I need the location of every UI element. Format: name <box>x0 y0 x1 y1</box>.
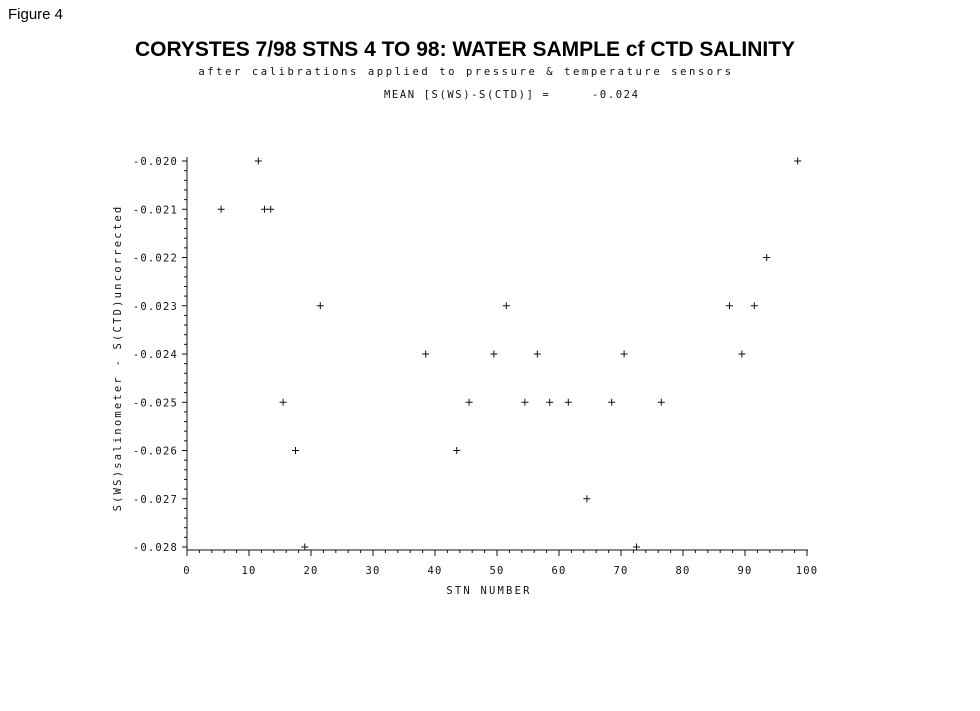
chart-title: CORYSTES 7/98 STNS 4 TO 98: WATER SAMPLE… <box>134 38 796 61</box>
data-point <box>794 157 802 165</box>
data-point <box>502 302 510 310</box>
data-point <box>453 447 461 454</box>
x-tick-label: 70 <box>613 565 628 577</box>
x-tick-label: 90 <box>737 565 752 577</box>
data-point <box>583 495 591 503</box>
data-point <box>261 205 268 213</box>
y-axis-label: S(WS)salinometer - S(CTD)uncorrected <box>112 205 124 512</box>
data-point <box>763 254 771 261</box>
y-tick-label: -0.025 <box>133 397 178 409</box>
data-point <box>726 302 733 310</box>
data-point <box>533 350 541 358</box>
axes <box>186 157 808 551</box>
data-point <box>608 398 616 406</box>
chart-subtitle: after calibrations applied to pressure &… <box>198 66 734 78</box>
y-tick-label: -0.020 <box>133 156 178 168</box>
x-tick-label: 60 <box>551 565 566 577</box>
y-tick-label: -0.021 <box>133 204 178 216</box>
x-axis-ticks: 0 10 20 30 40 50 60 70 80 90 100 <box>183 550 819 577</box>
data-point <box>738 350 746 358</box>
mean-annotation-value: -0.024 <box>592 89 640 101</box>
data-point <box>521 398 529 406</box>
x-axis-label: STN NUMBER <box>446 585 531 597</box>
y-tick-label: -0.026 <box>133 446 178 458</box>
data-point <box>422 350 430 358</box>
data-point <box>279 398 287 406</box>
y-tick-label: -0.022 <box>133 253 178 265</box>
data-points <box>217 157 802 551</box>
y-axis-ticks: -0.020 -0.021 -0.022 -0.023 -0.024 -0.025 -0.0… <box>133 156 187 554</box>
data-point <box>750 302 758 310</box>
mean-annotation-label: MEAN [S(WS)-S(CTD)] = <box>384 89 551 101</box>
data-point <box>292 447 299 454</box>
data-point <box>465 398 473 406</box>
figure-label: Figure 4 <box>8 6 64 23</box>
data-point <box>620 350 628 358</box>
data-point <box>633 543 640 551</box>
x-tick-label: 0 <box>183 565 191 577</box>
data-point <box>546 398 554 406</box>
x-tick-label: 20 <box>303 565 318 577</box>
x-tick-label: 50 <box>489 565 504 577</box>
y-tick-label: -0.023 <box>133 301 178 313</box>
data-point <box>657 398 665 406</box>
data-point <box>564 398 572 406</box>
y-tick-label: -0.028 <box>133 542 178 554</box>
data-point <box>316 302 324 310</box>
x-tick-label: 100 <box>796 565 819 577</box>
x-tick-label: 80 <box>675 565 690 577</box>
data-point <box>490 350 498 358</box>
data-point <box>267 205 275 213</box>
data-point <box>301 543 309 551</box>
x-tick-label: 10 <box>241 565 256 577</box>
data-point <box>217 205 225 213</box>
y-tick-label: -0.024 <box>133 349 178 361</box>
y-tick-label: -0.027 <box>133 494 178 506</box>
x-tick-label: 40 <box>427 565 442 577</box>
data-point <box>254 157 262 165</box>
x-tick-label: 30 <box>365 565 380 577</box>
